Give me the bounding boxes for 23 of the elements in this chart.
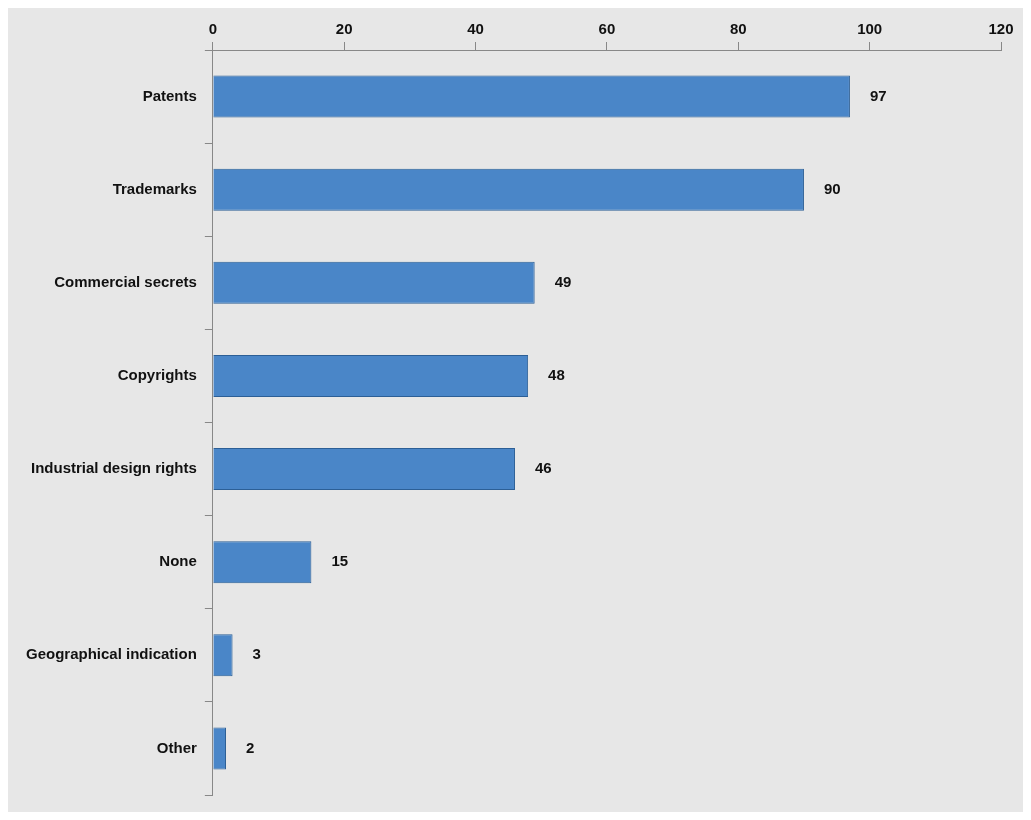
data-label: 2	[246, 738, 255, 756]
x-tick-label: 40	[467, 20, 484, 38]
x-tick-label: 20	[335, 20, 353, 38]
y-tick-label: None	[159, 552, 197, 570]
x-tick-label: 120	[988, 20, 1014, 38]
y-tick-label: Patents	[142, 86, 197, 104]
y-tick-label: Other	[156, 738, 198, 756]
data-label: 46	[534, 459, 552, 477]
y-tick-label: Commercial secrets	[54, 272, 197, 290]
x-tick-label: 80	[729, 20, 747, 38]
data-label: 90	[823, 179, 841, 197]
data-label: 15	[331, 552, 349, 570]
x-tick-label: 0	[208, 20, 218, 38]
y-tick-label: Trademarks	[112, 179, 197, 197]
data-label: 49	[554, 272, 572, 290]
y-tick-label: Geographical indication	[26, 645, 197, 663]
y-tick-label: Copyrights	[117, 366, 197, 384]
x-tick-label: 60	[598, 20, 616, 38]
data-label: 3	[252, 645, 261, 663]
data-label: 97	[869, 86, 887, 104]
data-label: 48	[548, 366, 565, 384]
x-tick-label: 100	[857, 20, 883, 38]
y-tick-label: Industrial design rights	[31, 459, 197, 477]
